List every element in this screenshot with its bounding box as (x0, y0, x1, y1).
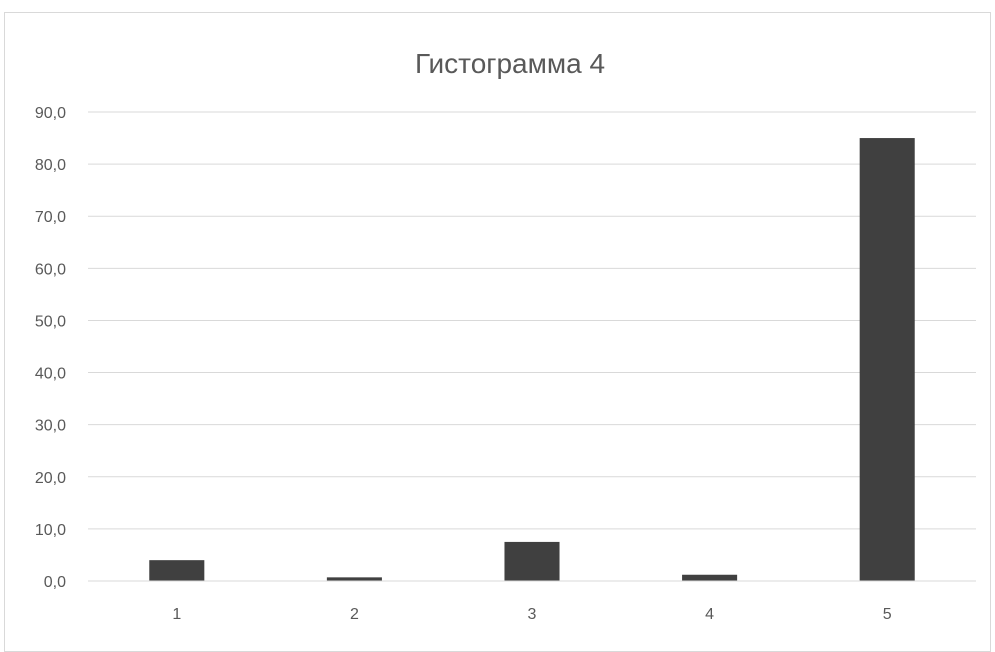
x-tick-label: 3 (528, 606, 537, 623)
x-tick-label: 1 (172, 606, 181, 623)
gridlines (88, 111, 976, 530)
bar-chart: Гистограмма 4 0,0 10,0 20,0 30,0 40,0 50,0 60,… (35, 48, 976, 623)
y-tick-label: 30,0 (35, 418, 66, 435)
y-tick-label: 40,0 (35, 366, 66, 383)
chart-frame (4, 12, 991, 652)
bar (859, 138, 915, 582)
x-tick-label: 2 (350, 606, 359, 623)
x-tick-label: 4 (705, 606, 714, 623)
chart-title: Гистограмма 4 (415, 48, 605, 79)
bar (682, 574, 738, 581)
y-tick-label: 20,0 (35, 470, 66, 487)
y-tick-label: 50,0 (35, 313, 66, 330)
x-tick-label: 5 (883, 606, 892, 623)
bars (149, 138, 915, 582)
y-tick-label: 80,0 (35, 157, 66, 174)
y-tick-label: 10,0 (35, 522, 66, 539)
x-axis-tick-labels: 1 2 3 4 5 (172, 606, 891, 623)
y-tick-label: 70,0 (35, 209, 66, 226)
bar (326, 577, 382, 581)
y-tick-label: 90,0 (35, 105, 66, 122)
y-tick-label: 60,0 (35, 261, 66, 278)
bar (149, 560, 205, 581)
y-axis-tick-labels: 0,0 10,0 20,0 30,0 40,0 50,0 60,0 70,0 80,0 90,0 (35, 105, 66, 591)
bar (504, 541, 560, 581)
y-tick-label: 0,0 (44, 574, 66, 591)
